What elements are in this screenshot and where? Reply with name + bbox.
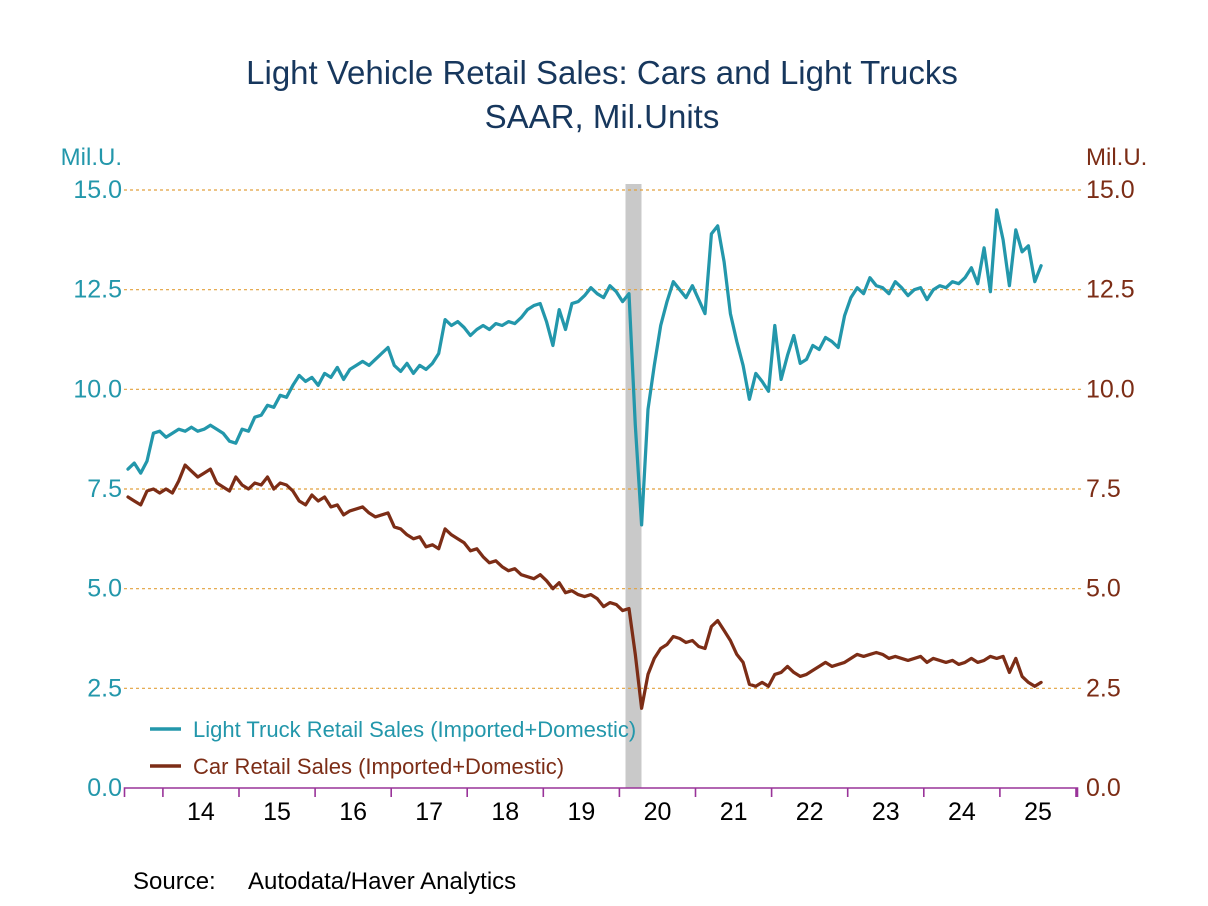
- y-tick-label-right-5.0: 5.0: [1086, 575, 1121, 603]
- plot-area: 14 15 16 17 18 19 20 21 22 23 24 25 0.0 0.0 2.5 2.5 5.0 5…: [73, 176, 1134, 826]
- truck-series-line: [126, 208, 1043, 527]
- chart-subtitle: SAAR, Mil.Units: [485, 98, 720, 135]
- legend-label-truck: Light Truck Retail Sales (Imported+Domes…: [193, 717, 636, 742]
- y-tick-label-right-10.0: 10.0: [1086, 375, 1135, 403]
- x-tick-label-14: 14: [187, 798, 215, 826]
- x-tick-label-15: 15: [263, 798, 291, 826]
- y-tick-label-left-10.0: 10.0: [73, 375, 122, 403]
- y-tick-label-left-5.0: 5.0: [87, 575, 122, 603]
- x-tick-label-19: 19: [567, 798, 595, 826]
- x-tick-label-24: 24: [948, 798, 976, 826]
- x-tick-label-18: 18: [491, 798, 519, 826]
- y-tick-label-right-15.0: 15.0: [1086, 176, 1135, 204]
- x-tick-label-16: 16: [339, 798, 367, 826]
- y-tick-label-left-12.5: 12.5: [73, 276, 122, 304]
- y-tick-label-left-0.0: 0.0: [87, 774, 122, 802]
- x-tick-label-25: 25: [1024, 798, 1052, 826]
- source-value: Autodata/Haver Analytics: [248, 868, 516, 895]
- y-tick-label-right-12.5: 12.5: [1086, 276, 1135, 304]
- x-tick-label-21: 21: [720, 798, 748, 826]
- legend: Light Truck Retail Sales (Imported+Domes…: [150, 717, 636, 779]
- y-tick-label-right-2.5: 2.5: [1086, 674, 1121, 702]
- x-tick-label-23: 23: [872, 798, 900, 826]
- y-tick-label-right-7.5: 7.5: [1086, 475, 1121, 503]
- chart-title: Light Vehicle Retail Sales: Cars and Lig…: [246, 54, 958, 91]
- y-tick-label-left-15.0: 15.0: [73, 176, 122, 204]
- car-series-line: [126, 463, 1043, 710]
- x-tick-label-20: 20: [644, 798, 672, 826]
- y-tick-label-left-2.5: 2.5: [87, 674, 122, 702]
- y-tick-label-left-7.5: 7.5: [87, 475, 122, 503]
- y-tick-label-right-0.0: 0.0: [1086, 774, 1121, 802]
- legend-label-car: Car Retail Sales (Imported+Domestic): [193, 754, 564, 779]
- source-label: Source:: [133, 868, 216, 895]
- right-axis-unit-label: Mil.U.: [1086, 144, 1147, 171]
- x-tick-label-17: 17: [415, 798, 443, 826]
- x-axis-line: [123, 787, 1079, 797]
- x-tick-label-22: 22: [796, 798, 824, 826]
- left-axis-unit-label: Mil.U.: [61, 144, 122, 171]
